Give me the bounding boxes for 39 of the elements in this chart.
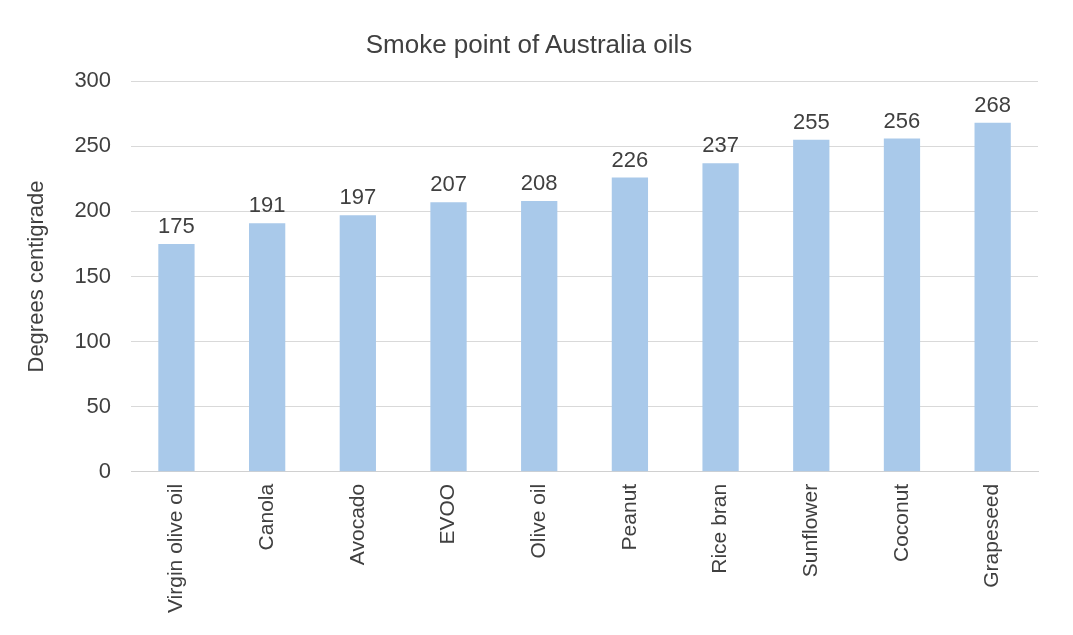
data-label: 268 — [974, 91, 1012, 117]
x-tick-label: EVOO — [435, 483, 459, 545]
bar — [883, 138, 921, 472]
y-tick-label: 150 — [74, 262, 112, 288]
x-tick-label: Avocado — [344, 483, 368, 566]
bar — [249, 223, 286, 472]
y-tick-label: 300 — [74, 67, 112, 93]
x-tick-label: Coconut — [888, 483, 912, 563]
y-tick-label: 50 — [86, 392, 112, 418]
data-label: 256 — [883, 107, 921, 133]
y-tick-label: 250 — [74, 132, 112, 158]
data-label: 237 — [702, 132, 739, 158]
bar — [974, 122, 1011, 472]
y-axis-title: Degrees centigrade — [23, 180, 49, 373]
x-tick-label: Peanut — [616, 483, 640, 551]
bar — [793, 139, 830, 472]
y-tick-label: 0 — [98, 457, 112, 483]
chart-title: Smoke point of Australia oils — [365, 28, 693, 59]
x-tick-label: Sunflower — [798, 483, 822, 578]
bar — [430, 202, 467, 472]
y-tick-label: 200 — [74, 197, 112, 223]
bar — [611, 177, 649, 472]
x-tick-label: Olive oil — [526, 483, 550, 559]
data-label: 208 — [520, 170, 558, 196]
x-tick-label: Grapeseed — [979, 483, 1003, 588]
data-label: 255 — [792, 108, 830, 134]
x-tick-label: Canola — [253, 483, 277, 551]
data-label: 175 — [158, 213, 195, 239]
data-label: 226 — [611, 146, 649, 172]
x-tick-label: Virgin olive oil — [163, 483, 187, 614]
data-label: 207 — [430, 171, 467, 197]
data-label: 191 — [248, 192, 286, 218]
bar — [521, 200, 558, 472]
bar — [158, 243, 195, 472]
bar — [339, 215, 376, 472]
x-tick-label: Rice bran — [707, 483, 731, 574]
bar — [702, 163, 739, 472]
y-tick-label: 100 — [74, 327, 112, 353]
data-label: 197 — [339, 184, 377, 210]
